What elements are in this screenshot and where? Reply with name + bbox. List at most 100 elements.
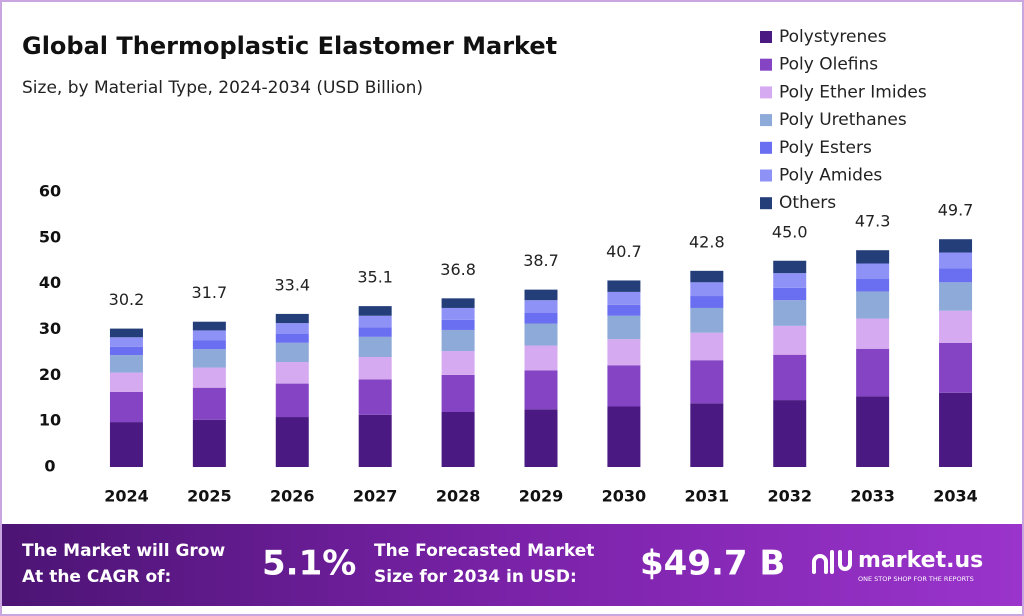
- legend: Polystyrenes Poly Olefins Poly Ether Imide…: [760, 27, 927, 213]
- bar-segment: [524, 345, 558, 371]
- bar-segment: [441, 412, 475, 467]
- forecast-text: Size for 2034 in USD:: [374, 567, 577, 587]
- y-tick-label: 50: [39, 227, 61, 246]
- cagr-text: At the CAGR of:: [22, 567, 171, 587]
- cagr-value: 5.1%: [262, 544, 356, 584]
- bar-segment: [192, 367, 226, 388]
- legend-swatch: [760, 169, 772, 182]
- bar-segment: [441, 319, 475, 330]
- bar-segment: [607, 304, 641, 316]
- bar-segment: [275, 362, 309, 384]
- bar-segment: [524, 313, 558, 324]
- bar-segment: [856, 250, 890, 264]
- x-tick-label: 2029: [519, 487, 564, 506]
- legend-label: Polystyrenes: [779, 27, 887, 47]
- total-label: 49.7: [938, 201, 974, 220]
- cagr-text: The Market will Grow: [22, 541, 225, 561]
- bar-segment: [939, 310, 973, 343]
- bar-segment: [773, 354, 807, 401]
- total-label: 42.8: [689, 232, 725, 251]
- y-tick-label: 30: [39, 319, 61, 338]
- bar-segment: [856, 278, 890, 292]
- total-label: 38.7: [523, 251, 559, 270]
- bar-segment: [773, 400, 807, 467]
- bar-segment: [524, 323, 558, 346]
- brand: market.us: [858, 548, 983, 573]
- bar-segment: [773, 260, 807, 274]
- y-tick-label: 10: [39, 411, 61, 430]
- bar-segment: [358, 414, 392, 467]
- total-label: 47.3: [855, 212, 891, 231]
- bar-segment: [358, 315, 392, 328]
- bar-segment: [275, 342, 309, 363]
- bar-segment: [773, 287, 807, 301]
- total-label: 45.0: [772, 222, 808, 241]
- legend-label: Poly Amides: [779, 166, 882, 186]
- bar-segment: [690, 282, 724, 297]
- bar-segment: [856, 348, 890, 397]
- forecast-text: The Forecasted Market: [374, 541, 594, 561]
- chart-subtitle: Size, by Material Type, 2024-2034 (USD B…: [22, 78, 423, 98]
- bar-segment: [275, 333, 309, 343]
- bar-segment: [192, 321, 226, 331]
- legend-swatch: [760, 114, 772, 127]
- y-tick-label: 20: [39, 365, 61, 384]
- bar-segment: [358, 379, 392, 415]
- x-tick-label: 2033: [850, 487, 895, 506]
- bar-segment: [441, 298, 475, 308]
- y-tick-label: 40: [39, 273, 61, 292]
- bar-segment: [939, 342, 973, 393]
- bar-segment: [441, 307, 475, 320]
- legend-label: Poly Olefins: [779, 55, 878, 75]
- legend-label: Others: [779, 193, 836, 213]
- bar-segment: [524, 409, 558, 467]
- bar-segment: [690, 360, 724, 404]
- x-tick-label: 2034: [933, 487, 978, 506]
- x-tick-label: 2031: [685, 487, 730, 506]
- bar-segment: [690, 307, 724, 333]
- bar-segment: [275, 313, 309, 324]
- brand-logo: [812, 550, 852, 574]
- bar-segment: [192, 419, 226, 467]
- bar-segment: [275, 383, 309, 418]
- total-label: 35.1: [357, 268, 393, 287]
- total-label: 40.7: [606, 242, 642, 261]
- total-label: 33.4: [274, 275, 310, 294]
- bar-segment: [607, 280, 641, 292]
- bar-segment: [192, 340, 226, 350]
- bar-segment: [358, 336, 392, 357]
- plot: 010203040506030.2202431.7202533.4202635.…: [39, 182, 978, 506]
- x-tick-label: 2028: [436, 487, 481, 506]
- bar-segment: [192, 330, 226, 341]
- total-label: 30.2: [109, 290, 145, 309]
- legend-label: Poly Urethanes: [779, 110, 907, 130]
- legend-label: Poly Esters: [779, 138, 872, 158]
- bar-segment: [773, 273, 807, 288]
- chart-title: Global Thermoplastic Elastomer Market: [22, 32, 557, 60]
- legend-swatch: [760, 197, 772, 210]
- bar-segment: [275, 417, 309, 467]
- footer-band: [2, 524, 1022, 606]
- bar-segment: [607, 339, 641, 366]
- bar-segment: [607, 291, 641, 305]
- bar-segment: [690, 270, 724, 283]
- bar-segment: [524, 300, 558, 313]
- bar-segment: [109, 328, 143, 338]
- bar-segment: [690, 296, 724, 308]
- legend-swatch: [760, 58, 772, 71]
- bar-segment: [856, 318, 890, 349]
- forecast-value: $49.7 B: [640, 544, 785, 584]
- bar-segment: [441, 329, 475, 352]
- total-label: 31.7: [192, 283, 228, 302]
- legend-swatch: [760, 86, 772, 99]
- bar-segment: [358, 327, 392, 337]
- bar-segment: [358, 357, 392, 380]
- total-label: 36.8: [440, 260, 476, 279]
- bar-segment: [524, 370, 558, 410]
- bar-segment: [856, 263, 890, 279]
- bar-segment: [773, 300, 807, 326]
- x-tick-label: 2027: [353, 487, 398, 506]
- tagline: ONE STOP SHOP FOR THE REPORTS: [858, 575, 974, 583]
- bar-segment: [109, 372, 143, 392]
